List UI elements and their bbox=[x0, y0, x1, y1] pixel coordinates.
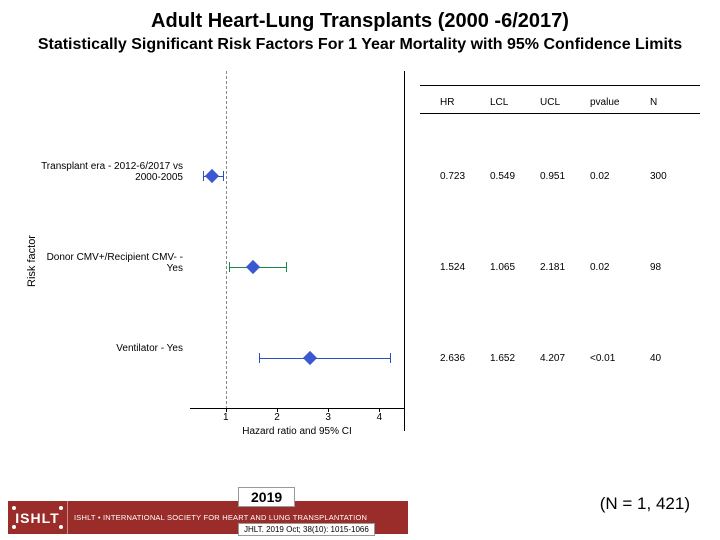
table-cell: 0.549 bbox=[490, 171, 515, 182]
page-subtitle: Statistically Significant Risk Factors F… bbox=[0, 33, 720, 61]
table-cell: 40 bbox=[650, 353, 661, 364]
hr-marker bbox=[205, 169, 219, 183]
table-rule-mid bbox=[420, 113, 700, 114]
ci-cap bbox=[390, 353, 391, 363]
page-title: Adult Heart-Lung Transplants (2000 -6/20… bbox=[0, 0, 720, 33]
table-cell: 1.065 bbox=[490, 262, 515, 273]
table-cell: 2.181 bbox=[540, 262, 565, 273]
x-tick-label: 1 bbox=[216, 412, 236, 423]
table-col-header: UCL bbox=[540, 97, 560, 108]
x-tick-label: 2 bbox=[267, 412, 287, 423]
table-cell: 4.207 bbox=[540, 353, 565, 364]
risk-factor-label: Donor CMV+/Recipient CMV- - Yes bbox=[28, 252, 183, 274]
hr-marker bbox=[303, 351, 317, 365]
chart-area: Risk factor Transplant era - 2012-6/2017… bbox=[0, 61, 720, 461]
forest-plot: Hazard ratio and 95% CI 1234 bbox=[190, 71, 405, 431]
x-tick-label: 4 bbox=[369, 412, 389, 423]
table-cell: 0.02 bbox=[590, 171, 609, 182]
ci-cap bbox=[259, 353, 260, 363]
ci-cap bbox=[286, 262, 287, 272]
x-tick-label: 3 bbox=[318, 412, 338, 423]
n-total-label: (N = 1, 421) bbox=[600, 494, 690, 514]
footer: 2019 ISHLT ISHLT • INTERNATIONAL SOCIETY… bbox=[8, 501, 408, 534]
table-col-header: pvalue bbox=[590, 97, 619, 108]
table-cell: 0.02 bbox=[590, 262, 609, 273]
table-cell: 98 bbox=[650, 262, 661, 273]
logo-mark: ISHLT bbox=[8, 501, 68, 534]
table-cell: 2.636 bbox=[440, 353, 465, 364]
reference-line bbox=[226, 71, 227, 409]
year-badge: 2019 bbox=[238, 487, 295, 507]
ci-cap bbox=[223, 171, 224, 181]
table-cell: <0.01 bbox=[590, 353, 615, 364]
table-cell: 1.652 bbox=[490, 353, 515, 364]
ci-cap bbox=[229, 262, 230, 272]
logo-text: ISHLT • INTERNATIONAL SOCIETY FOR HEART … bbox=[68, 513, 367, 522]
table-cell: 1.524 bbox=[440, 262, 465, 273]
table-rule-top bbox=[420, 85, 700, 86]
table-cell: 300 bbox=[650, 171, 667, 182]
x-axis-label: Hazard ratio and 95% CI bbox=[190, 426, 404, 437]
hr-marker bbox=[246, 260, 260, 274]
risk-factor-label: Ventilator - Yes bbox=[28, 343, 183, 354]
ci-line bbox=[259, 358, 390, 359]
citation: JHLT. 2019 Oct; 38(10): 1015-1066 bbox=[238, 523, 375, 536]
table-col-header: LCL bbox=[490, 97, 508, 108]
risk-factor-label: Transplant era - 2012-6/2017 vs 2000-200… bbox=[28, 161, 183, 183]
table-col-header: N bbox=[650, 97, 657, 108]
table-col-header: HR bbox=[440, 97, 454, 108]
table-cell: 0.723 bbox=[440, 171, 465, 182]
x-axis bbox=[190, 408, 404, 409]
table-cell: 0.951 bbox=[540, 171, 565, 182]
